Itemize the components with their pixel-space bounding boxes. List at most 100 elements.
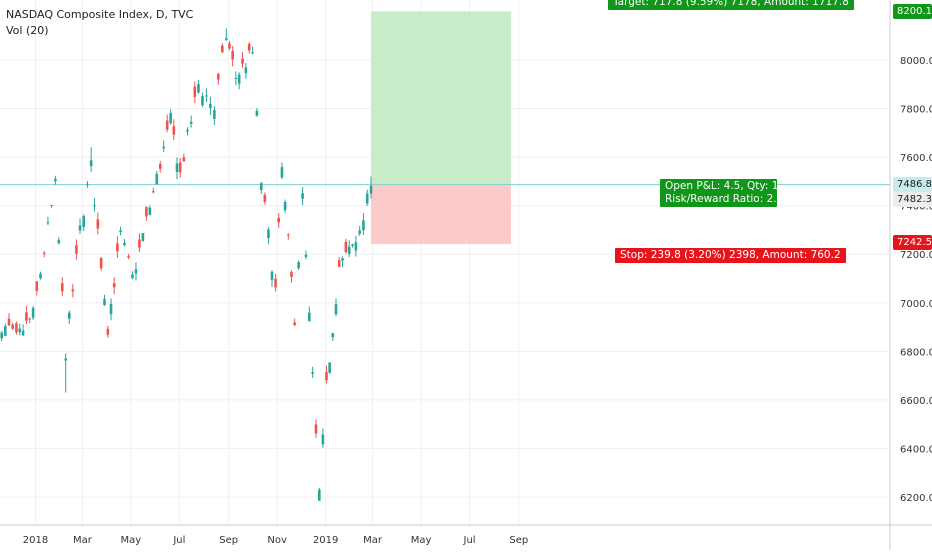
candle-body: [165, 120, 169, 130]
candle-body: [337, 260, 341, 267]
candle-body: [169, 112, 172, 124]
x-tick-label: 2019: [313, 535, 338, 546]
candle-body: [259, 183, 263, 190]
candle-body: [314, 424, 318, 434]
x-tick-label: Jul: [463, 535, 476, 546]
candle-body: [60, 283, 64, 292]
candle-body: [301, 193, 304, 199]
candle-body: [54, 178, 57, 182]
y-tick-label: 6600.0: [900, 396, 932, 407]
y-tick-label: 8000.0: [900, 56, 932, 67]
x-tick-label: Sep: [509, 535, 528, 546]
candle-body: [162, 146, 166, 149]
candle-body: [328, 362, 331, 373]
y-tick-label: 7200.0: [900, 250, 932, 261]
candle-body: [25, 312, 28, 321]
candle-body: [39, 273, 42, 279]
candle-body: [217, 73, 220, 80]
candle-body: [344, 241, 348, 253]
candle-body: [263, 194, 267, 202]
candle-body: [197, 84, 200, 93]
candle-body: [293, 322, 296, 326]
candle-body: [99, 258, 103, 269]
candle-body: [247, 43, 251, 51]
candle-body: [205, 95, 208, 97]
candle-body: [35, 281, 39, 291]
candle-body: [318, 489, 321, 501]
candle-body: [7, 318, 11, 326]
candle-body: [325, 372, 328, 381]
candle-body: [21, 330, 25, 336]
candle-body: [213, 110, 216, 119]
candle-body: [172, 125, 176, 135]
candle-body: [201, 95, 204, 106]
stop-price-tag: 7242.5: [893, 235, 932, 250]
candle-body: [15, 323, 18, 333]
candle-body: [277, 217, 281, 223]
candle-body: [42, 252, 46, 254]
stop-zone: [370, 184, 511, 244]
symbol-title[interactable]: NASDAQ Composite Index, D, TVC: [6, 8, 194, 21]
candle-body: [251, 52, 254, 54]
candle-body: [28, 318, 32, 320]
candle-body: [106, 328, 110, 335]
candle-body: [189, 121, 193, 124]
candle-body: [18, 328, 22, 333]
candle-body: [311, 372, 314, 374]
y-tick-label: 7600.0: [900, 153, 932, 164]
candle-body: [71, 289, 75, 292]
candle-body: [341, 258, 344, 261]
candle-body: [307, 312, 311, 322]
target-zone: [370, 11, 511, 185]
x-tick-label: May: [121, 535, 142, 546]
candle-body: [237, 74, 241, 84]
stop-label: Stop: 239.8 (3.20%) 2398, Amount: 760.2: [615, 248, 846, 263]
y-tick-label: 6800.0: [900, 347, 932, 358]
chart-legend: NASDAQ Composite Index, D, TVC Vol (20): [6, 7, 193, 39]
candle-body: [31, 307, 35, 318]
open-pnl-label: Open P&L: 4.5, Qty: 1 Risk/Reward Ratio:…: [660, 179, 790, 207]
candle-body: [221, 45, 224, 53]
candle-body: [304, 254, 308, 257]
y-tick-label: 6400.0: [900, 444, 932, 455]
risk-reward-text: Risk/Reward Ratio: 2.99: [665, 193, 790, 205]
candle-body: [287, 234, 290, 236]
y-tick-label: 7000.0: [900, 299, 932, 310]
candle-body: [123, 242, 126, 246]
candle-body: [351, 244, 354, 246]
candle-body: [148, 207, 152, 215]
candle-body: [290, 271, 293, 277]
candle-body: [155, 173, 159, 185]
candle-body: [145, 206, 148, 217]
candle-body: [321, 434, 325, 445]
candle-body: [112, 283, 116, 288]
candle-body: [11, 324, 15, 329]
y-tick-label: 7800.0: [900, 105, 932, 116]
x-tick-label: May: [411, 535, 432, 546]
x-tick-label: Nov: [267, 535, 287, 546]
candle-body: [209, 103, 212, 109]
candle-body: [3, 326, 7, 336]
candle-body: [280, 167, 284, 178]
candle-body: [57, 239, 61, 244]
candle-body: [109, 304, 113, 315]
candle-body: [138, 239, 141, 248]
x-tick-label: Jul: [172, 535, 185, 546]
candle-body: [158, 163, 162, 169]
candle-body: [241, 58, 244, 64]
candle-body: [151, 191, 155, 193]
candle-body: [224, 38, 228, 41]
candle-body: [134, 269, 138, 274]
candle-body: [267, 229, 270, 238]
candle-body: [270, 271, 274, 280]
candle-body: [347, 246, 351, 254]
candle-body: [93, 205, 96, 207]
candle-body: [64, 358, 68, 361]
candle-body: [86, 183, 89, 185]
x-tick-label: Mar: [73, 535, 93, 546]
volume-indicator-label[interactable]: Vol (20): [6, 24, 49, 37]
candle-body: [116, 243, 119, 252]
candle-body: [244, 67, 248, 74]
